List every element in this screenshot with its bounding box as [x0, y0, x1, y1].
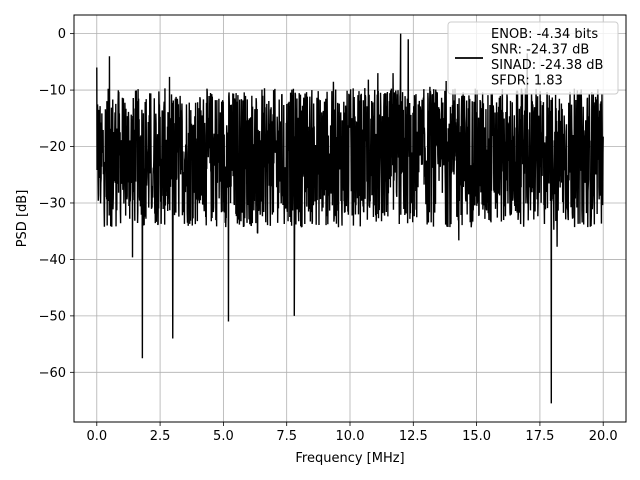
x-tick-label: 7.5: [276, 429, 297, 444]
x-axis-ticks: 0.0 2.5 5.0 7.5 10.0 12.5 15.0 17.5 20.0: [86, 422, 618, 444]
x-tick-label: 5.0: [213, 429, 234, 444]
x-tick-label: 0.0: [86, 429, 107, 444]
y-tick-label: −50: [39, 309, 66, 324]
legend-entry-line: SINAD: -24.38 dB: [491, 58, 603, 73]
y-tick-label: 0: [58, 27, 66, 42]
x-tick-label: 2.5: [150, 429, 171, 444]
y-tick-label: −20: [39, 140, 66, 155]
legend-entry-line: SNR: -24.37 dB: [491, 43, 589, 58]
x-tick-label: 10.0: [336, 429, 365, 444]
legend-box: [447, 21, 619, 95]
y-axis-label: PSD [dB]: [15, 190, 30, 248]
x-tick-label: 20.0: [589, 429, 618, 444]
legend-entry-line: SFDR: 1.83: [491, 74, 563, 89]
y-tick-label: −30: [39, 196, 66, 211]
x-tick-label: 15.0: [462, 429, 491, 444]
y-tick-label: −40: [39, 253, 66, 268]
series-layer: [96, 33, 604, 404]
x-axis-label: Frequency [MHz]: [295, 451, 404, 466]
y-axis-ticks: 0 −10 −20 −30 −40 −50 −60: [39, 27, 74, 381]
y-tick-label: −60: [39, 366, 66, 381]
x-tick-label: 12.5: [399, 429, 428, 444]
psd-series-line: [96, 33, 604, 404]
y-tick-label: −10: [39, 84, 66, 99]
legend-entry-line: ENOB: -4.34 bits: [491, 27, 598, 42]
x-tick-label: 17.5: [525, 429, 554, 444]
